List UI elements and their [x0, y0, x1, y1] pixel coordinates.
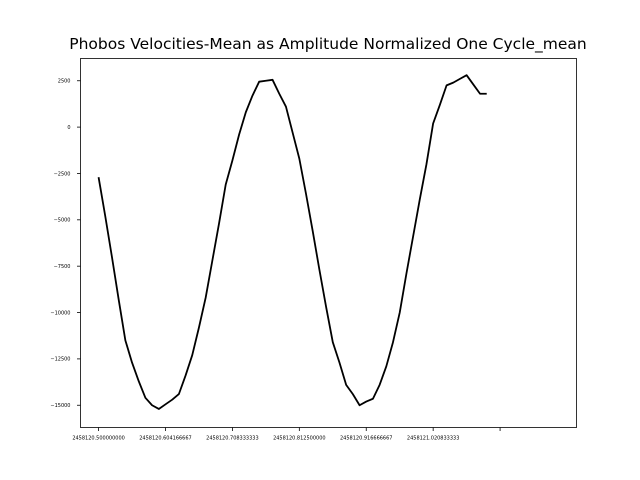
chart-title: Phobos Velocities-Mean as Amplitude Norm… — [69, 35, 587, 54]
y-tick-label: 2500 — [58, 79, 71, 85]
y-tick-label: −2500 — [54, 171, 71, 177]
series-layer — [97, 74, 487, 410]
y-tick-label: 0 — [67, 125, 70, 131]
y-tick-label: −12500 — [50, 357, 70, 363]
x-axis: 2458120.500000000 2458120.604166667 245812… — [72, 427, 501, 442]
plot-area-frame — [80, 58, 577, 428]
x-tick-label: 2458120.604166667 — [139, 436, 192, 442]
x-tick-label: 2458120.708333333 — [206, 436, 259, 442]
y-tick-label: −10000 — [50, 310, 70, 316]
x-tick-label: 2458120.500000000 — [72, 436, 125, 442]
y-tick-label: −7500 — [54, 264, 71, 270]
x-tick-label: 2458120.916666667 — [340, 436, 393, 442]
x-tick-label: 2458121.020833333 — [407, 436, 460, 442]
y-axis: 2500 0 −2500 −5000 −7500 −10000 −12500 −15000 — [50, 79, 81, 409]
y-tick-label: −5000 — [54, 218, 71, 224]
y-tick-label: −15000 — [50, 403, 70, 409]
series-line — [97, 74, 487, 410]
x-tick-label: 2458120.812500000 — [273, 436, 326, 442]
